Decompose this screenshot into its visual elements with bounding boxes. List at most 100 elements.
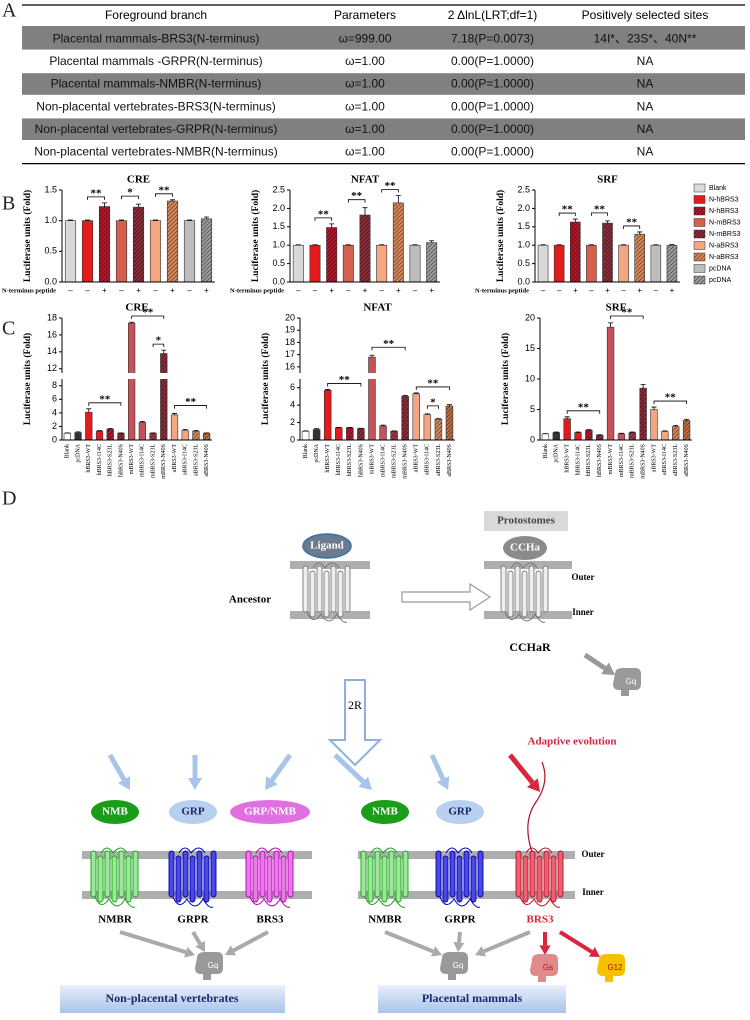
significance-label: ** <box>626 216 638 228</box>
y-tick-label: 2 <box>290 417 295 427</box>
bar <box>149 220 162 283</box>
group-box <box>378 985 566 1013</box>
bar <box>63 432 71 441</box>
diagram-label: Protostomes <box>497 515 556 527</box>
table-cell: Placental mammals -GRPR(N-terminus) <box>49 54 262 68</box>
legend-swatch <box>693 275 706 285</box>
arrow-shaft <box>456 931 462 943</box>
error-bar <box>424 413 430 415</box>
membrane <box>484 611 572 619</box>
g-protein-label: Gq <box>208 961 219 970</box>
bar <box>160 353 168 441</box>
ligand <box>169 800 217 824</box>
ligand-label: GRP/NMB <box>244 806 297 818</box>
bar <box>203 432 211 441</box>
x-tick-label: – <box>85 286 90 295</box>
arrow-head <box>195 940 205 952</box>
significance-label: ** <box>383 338 395 350</box>
membrane <box>484 561 572 569</box>
receptor-helix <box>550 855 557 903</box>
x-tick-label: – <box>68 286 73 295</box>
x-tick-label: hBRS3-N40S <box>118 444 124 477</box>
receptor-helix <box>402 850 409 898</box>
arrow-head <box>436 776 450 790</box>
axis-break-gap <box>59 373 215 379</box>
x-tick-label: aBRS3-N40S <box>684 444 690 477</box>
error-bar <box>662 430 668 432</box>
arrow-head <box>358 776 372 790</box>
legend-swatch <box>693 229 706 239</box>
bar <box>292 244 304 283</box>
significance-bracket <box>426 405 439 409</box>
receptor-helix <box>522 855 529 903</box>
x-tick-label: – <box>541 286 546 295</box>
table-header-cell: 2 ΔlnL(LRT;df=1) <box>448 8 538 22</box>
x-tick-label: aBRS3-N40S <box>447 444 453 477</box>
arrow-head <box>527 778 540 792</box>
diagram-label: Placental mammals <box>422 991 523 1005</box>
arrow-shaft <box>483 930 531 954</box>
receptor-helix <box>266 855 273 903</box>
g-protein <box>530 954 558 982</box>
receptor-helix <box>528 565 535 613</box>
y-tick-label: 20 <box>285 312 295 322</box>
x-tick-label: – <box>621 286 626 295</box>
significance-bracket <box>131 315 165 319</box>
receptor-helix <box>395 855 402 903</box>
y-tick-label: 2.0 <box>517 203 530 213</box>
y-tick-label: 4 <box>290 400 295 410</box>
x-tick-label: + <box>136 286 141 295</box>
error-bar <box>564 416 570 419</box>
bar <box>574 432 582 441</box>
x-tick-label: Blank <box>303 444 309 458</box>
bar <box>541 433 550 441</box>
table-cell: NA <box>637 77 654 91</box>
x-tick-label: mBRS3-N40S <box>403 444 409 479</box>
error-bar <box>161 349 167 354</box>
x-tick-label: hBRS3-I14C <box>336 444 342 475</box>
error-bar <box>314 428 320 430</box>
receptor-helix <box>463 850 470 898</box>
arrow-head <box>184 946 195 958</box>
error-bar <box>586 429 592 431</box>
receptor-loop <box>172 896 214 908</box>
x-tick-label: aBRS3-I14C <box>183 444 189 475</box>
receptor-helix <box>330 565 337 613</box>
receptor-helix <box>360 850 367 898</box>
error-bar <box>136 203 141 208</box>
error-bar <box>182 429 188 431</box>
significance-bracket <box>88 402 122 406</box>
x-tick-label: + <box>429 286 434 295</box>
receptor-helix <box>182 850 189 898</box>
y-tick-label: 0.5 <box>44 246 57 256</box>
y-tick-label: 0.0 <box>44 276 57 286</box>
table-cell: Placental mammals-NMBR(N-terminus) <box>51 77 262 91</box>
x-tick-label: – <box>153 286 158 295</box>
x-tick-label: – <box>187 286 192 295</box>
x-tick-label: – <box>654 286 659 295</box>
x-tick-label: aBRS3-S23L <box>193 444 199 476</box>
error-bar <box>187 219 192 221</box>
x-tick-label: aBRS3-WT <box>651 444 657 473</box>
receptor-loop <box>364 896 406 908</box>
legend-label: N-hBRS3 <box>709 196 739 203</box>
bar <box>85 411 93 441</box>
receptor-helix <box>515 850 522 898</box>
error-bar <box>204 216 209 219</box>
significance-bracket <box>558 212 576 217</box>
bar <box>357 428 365 441</box>
error-bar <box>329 223 335 228</box>
y-tick-label: 15 <box>525 343 535 353</box>
error-bar <box>102 202 107 207</box>
table-cell: NA <box>637 54 654 68</box>
receptor-helix <box>252 855 259 903</box>
x-tick-label: aBRS3-I14C <box>662 444 668 475</box>
receptor-helix <box>449 850 456 898</box>
table-cell: ω=1.00 <box>345 144 385 158</box>
receptor-helix <box>168 850 175 898</box>
arrow-head <box>431 946 442 957</box>
receptor-loop <box>510 562 538 569</box>
diagram-label: NMBR <box>98 914 133 926</box>
receptor-loop <box>525 847 553 854</box>
significance-bracket <box>415 386 450 390</box>
